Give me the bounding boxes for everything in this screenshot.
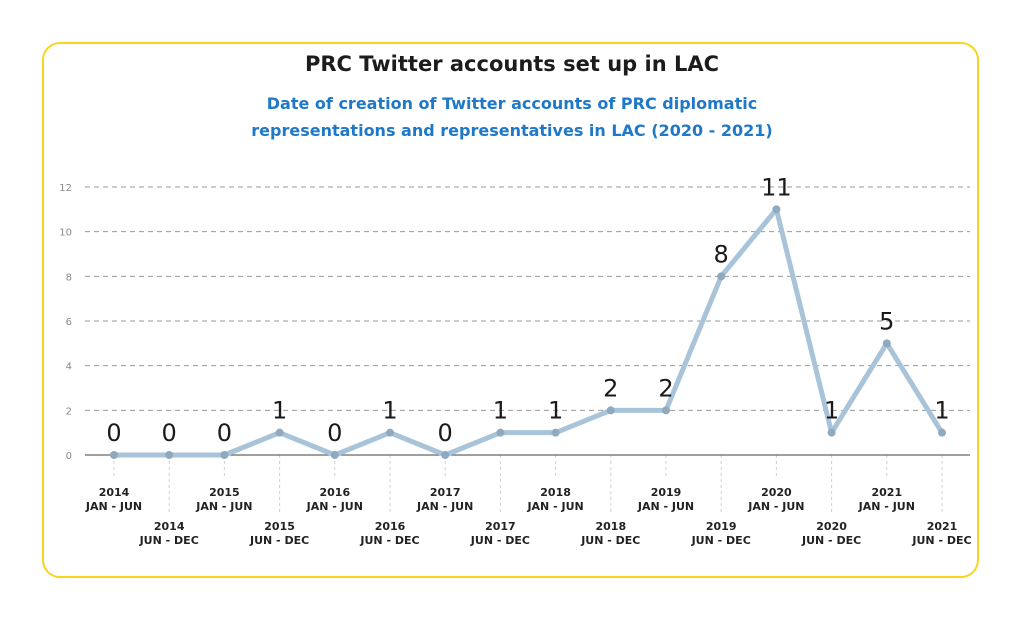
data-label: 1 xyxy=(934,397,949,425)
data-label: 2 xyxy=(603,374,618,402)
data-point xyxy=(220,451,229,459)
data-point xyxy=(717,272,726,281)
x-tick-period: JUN - DEC xyxy=(691,534,751,547)
x-tick-year: 2020 xyxy=(816,520,847,533)
chart-subtitle: Date of creation of Twitter accounts of … xyxy=(0,90,1024,144)
data-point xyxy=(496,428,505,437)
data-label: 2 xyxy=(658,374,673,402)
data-point xyxy=(827,428,836,437)
data-label: 1 xyxy=(272,397,287,425)
subtitle-line-1: Date of creation of Twitter accounts of … xyxy=(266,94,758,113)
data-label: 8 xyxy=(714,240,729,268)
chart-title: PRC Twitter accounts set up in LAC xyxy=(304,52,720,76)
x-tick-period: JAN - JUN xyxy=(195,500,252,513)
x-tick-year: 2015 xyxy=(209,486,240,499)
data-label: 11 xyxy=(761,173,792,201)
x-tick-year: 2016 xyxy=(319,486,350,499)
x-tick-year: 2021 xyxy=(927,520,958,533)
data-label: 0 xyxy=(327,419,342,447)
y-tick-label: 8 xyxy=(66,272,72,283)
x-tick-period: JAN - JUN xyxy=(306,500,363,513)
x-tick-period: JAN - JUN xyxy=(858,500,915,513)
subtitle-line-2: representations and representatives in L… xyxy=(251,121,773,140)
data-label: 1 xyxy=(382,397,397,425)
x-tick-year: 2019 xyxy=(651,486,682,499)
chart-card xyxy=(42,42,979,578)
y-tick-label: 12 xyxy=(59,183,72,194)
data-point xyxy=(386,428,394,437)
x-tick-period: JAN - JUN xyxy=(747,500,804,513)
x-tick-year: 2014 xyxy=(154,520,185,533)
x-tick-year: 2014 xyxy=(99,486,130,499)
x-tick-period: JUN - DEC xyxy=(139,534,199,547)
series-line xyxy=(114,206,945,458)
data-label: 0 xyxy=(438,419,453,447)
y-tick-label: 2 xyxy=(66,406,72,417)
x-tick-year: 2017 xyxy=(485,520,516,533)
x-tick-year: 2019 xyxy=(706,520,737,533)
y-tick-label: 0 xyxy=(66,451,72,462)
data-point xyxy=(330,451,339,459)
x-tick-period: JUN - DEC xyxy=(470,534,530,547)
data-point xyxy=(275,428,284,437)
data-label: 1 xyxy=(824,397,839,425)
y-tick-label: 6 xyxy=(66,317,72,328)
data-label: 0 xyxy=(217,419,232,447)
data-point xyxy=(606,406,615,415)
data-label: 5 xyxy=(879,307,894,335)
y-tick-label: 10 xyxy=(59,228,72,239)
x-tick-period: JUN - DEC xyxy=(801,534,861,547)
data-point xyxy=(882,339,891,348)
x-tick-year: 2016 xyxy=(375,520,406,533)
data-label: 0 xyxy=(162,419,177,447)
x-tick-year: 2017 xyxy=(430,486,461,499)
data-point xyxy=(441,451,450,459)
data-point xyxy=(110,451,118,459)
data-label: 1 xyxy=(493,397,508,425)
x-tick-year: 2020 xyxy=(761,486,792,499)
x-tick-period: JUN - DEC xyxy=(911,534,971,547)
x-tick-period: JAN - JUN xyxy=(526,500,583,513)
x-tick-period: JAN - JUN xyxy=(85,500,142,513)
data-point xyxy=(938,428,946,437)
x-tick-period: JAN - JUN xyxy=(637,500,694,513)
x-tick-year: 2018 xyxy=(540,486,571,499)
x-tick-year: 2018 xyxy=(595,520,626,533)
data-point xyxy=(551,428,560,437)
data-label: 0 xyxy=(106,419,121,447)
x-tick-period: JAN - JUN xyxy=(416,500,473,513)
x-tick-year: 2021 xyxy=(871,486,902,499)
data-point xyxy=(165,451,174,459)
x-tick-period: JUN - DEC xyxy=(580,534,640,547)
data-point xyxy=(662,406,670,415)
y-tick-label: 4 xyxy=(66,362,72,373)
data-label: 1 xyxy=(548,397,563,425)
x-tick-year: 2015 xyxy=(264,520,295,533)
x-tick-period: JUN - DEC xyxy=(249,534,309,547)
x-tick-period: JUN - DEC xyxy=(359,534,419,547)
data-point xyxy=(772,205,781,214)
